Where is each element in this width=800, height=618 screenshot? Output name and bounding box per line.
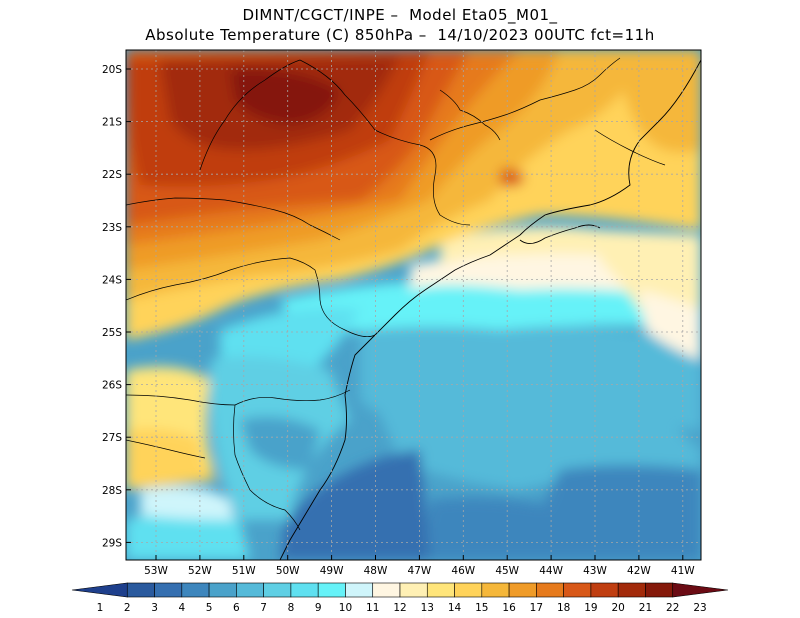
colorbar-swatch — [263, 582, 292, 598]
colorbar-label: 4 — [178, 602, 185, 614]
lat-tick-label: 28S — [102, 485, 122, 497]
lon-tick-label: 47W — [408, 565, 432, 577]
colorbar-label: 3 — [151, 602, 158, 614]
chart-title-line1: DIMNT/CGCT/INPE – Model Eta05_M01_ — [242, 6, 558, 24]
lat-tick-label: 23S — [102, 222, 122, 234]
colorbar-label: 14 — [448, 602, 462, 614]
lat-tick-label: 21S — [102, 117, 122, 129]
colorbar-label: 8 — [288, 602, 295, 614]
lat-tick-label: 25S — [102, 327, 122, 339]
lat-tick-label: 20S — [102, 64, 122, 76]
colorbar-swatch — [481, 582, 510, 598]
colorbar-label: 10 — [339, 602, 352, 614]
colorbar-label: 7 — [260, 602, 267, 614]
lon-tick-label: 43W — [583, 565, 607, 577]
colorbar-swatch — [290, 582, 319, 598]
grid-lines — [126, 50, 701, 560]
latitude-axis: 20S 21S 22S 23S 24S 25S 26S 27S 28S 29S — [102, 64, 131, 549]
lon-tick-label: 42W — [627, 565, 651, 577]
lat-tick-label: 26S — [102, 380, 122, 392]
colorbar-label: 12 — [393, 602, 406, 614]
map-frame — [125, 49, 702, 561]
colorbar-swatch — [563, 582, 592, 598]
lon-tick-label: 52W — [188, 565, 212, 577]
colorbar-swatch — [345, 582, 374, 598]
colorbar-swatch — [536, 582, 564, 598]
colorbar-swatch — [208, 582, 237, 598]
longitude-axis: 53W 52W 51W 50W 49W 48W 47W 46W 45W 44W 43W 42W 41W — [144, 555, 695, 577]
colorbar-swatch — [399, 582, 428, 598]
colorbar-label: 17 — [530, 602, 543, 614]
colorbar-label: 20 — [611, 602, 624, 614]
state-borders — [126, 57, 666, 531]
lon-tick-label: 50W — [276, 565, 300, 577]
colorbar-label: 5 — [206, 602, 213, 614]
lon-tick-label: 44W — [539, 565, 563, 577]
lat-tick-label: 29S — [102, 537, 122, 549]
lon-tick-label: 53W — [144, 565, 168, 577]
lat-tick-label: 22S — [102, 169, 122, 181]
chart-title-line2: Absolute Temperature (C) 850hPa – 14/10/… — [145, 26, 655, 44]
lon-tick-label: 41W — [671, 565, 695, 577]
coastline — [279, 59, 701, 560]
temperature-field — [126, 50, 701, 560]
colorbar-label: 22 — [666, 602, 679, 614]
colorbar-swatch — [317, 582, 346, 598]
colorbar-label: 16 — [502, 602, 516, 614]
colorbar-label: 11 — [366, 602, 379, 614]
colorbar-swatch — [236, 582, 264, 598]
colorbar-swatch — [71, 582, 128, 598]
colorbar-label: 23 — [693, 602, 706, 614]
colorbar-label: 19 — [584, 602, 597, 614]
colorbar: 1 2 3 4 5 6 7 8 9 10 11 12 13 14 15 16 17 18 19 20 21 22 23 — [71, 582, 729, 614]
lat-tick-label: 27S — [102, 432, 122, 444]
colorbar-swatch — [645, 582, 674, 598]
colorbar-swatch — [372, 582, 401, 598]
colorbar-swatch — [672, 582, 729, 598]
lon-tick-label: 51W — [232, 565, 256, 577]
colorbar-label: 13 — [421, 602, 434, 614]
colorbar-swatch — [454, 582, 483, 598]
colorbar-swatch — [154, 582, 183, 598]
colorbar-label: 6 — [233, 602, 240, 614]
colorbar-label: 18 — [557, 602, 570, 614]
colorbar-label: 1 — [97, 602, 104, 614]
colorbar-label: 15 — [475, 602, 488, 614]
colorbar-label: 9 — [315, 602, 322, 614]
colorbar-swatch — [617, 582, 646, 598]
colorbar-swatch — [508, 582, 537, 598]
colorbar-swatch — [426, 582, 455, 598]
colorbar-label: 2 — [124, 602, 131, 614]
colorbar-swatch — [126, 582, 155, 598]
lat-tick-label: 24S — [102, 274, 122, 286]
lon-tick-label: 46W — [451, 565, 475, 577]
colorbar-swatch — [590, 582, 619, 598]
colorbar-label: 21 — [639, 602, 652, 614]
colorbar-swatch — [181, 582, 210, 598]
lon-tick-label: 45W — [495, 565, 519, 577]
lon-tick-label: 49W — [320, 565, 344, 577]
lon-tick-label: 48W — [364, 565, 388, 577]
